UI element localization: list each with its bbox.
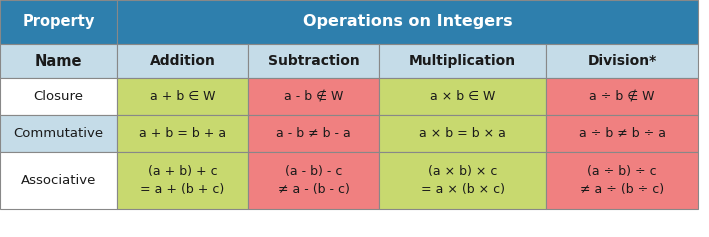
Text: (a × b) × c
= a × (b × c): (a × b) × c = a × (b × c) [420, 165, 505, 196]
Text: a × b = b × a: a × b = b × a [419, 127, 506, 140]
Text: a × b ∈ W: a × b ∈ W [430, 90, 496, 103]
Bar [0, 0, 117, 44]
Text: a - b ∉ W: a - b ∉ W [284, 90, 343, 103]
Bar [546, 44, 698, 78]
Bar [546, 115, 698, 152]
Bar [117, 78, 248, 115]
Bar [0, 44, 117, 78]
Text: a ÷ b ≠ b ÷ a: a ÷ b ≠ b ÷ a [579, 127, 666, 140]
Text: Closure: Closure [33, 90, 84, 103]
Bar [248, 115, 379, 152]
Bar [248, 44, 379, 78]
Text: (a + b) + c
= a + (b + c): (a + b) + c = a + (b + c) [140, 165, 225, 196]
Text: Commutative: Commutative [13, 127, 104, 140]
Text: Operations on Integers: Operations on Integers [303, 14, 513, 29]
Bar [248, 78, 379, 115]
Text: Subtraction: Subtraction [268, 54, 359, 68]
Text: Property: Property [22, 14, 95, 29]
Text: Name: Name [35, 54, 82, 68]
Bar [117, 152, 248, 209]
Text: a - b ≠ b - a: a - b ≠ b - a [277, 127, 351, 140]
Text: (a - b) - c
≠ a - (b - c): (a - b) - c ≠ a - (b - c) [278, 165, 350, 196]
Bar [0, 115, 117, 152]
Bar [546, 152, 698, 209]
Text: a + b ∈ W: a + b ∈ W [150, 90, 216, 103]
Text: Division*: Division* [588, 54, 657, 68]
Bar [379, 78, 546, 115]
Text: Associative: Associative [21, 174, 96, 187]
Text: (a ÷ b) ÷ c
≠ a ÷ (b ÷ c): (a ÷ b) ÷ c ≠ a ÷ (b ÷ c) [580, 165, 664, 196]
Bar [0, 152, 117, 209]
Bar [117, 0, 698, 44]
Text: a ÷ b ∉ W: a ÷ b ∉ W [589, 90, 655, 103]
Bar [546, 78, 698, 115]
Bar [117, 115, 248, 152]
Bar [379, 115, 546, 152]
Bar [379, 152, 546, 209]
Bar [0, 78, 117, 115]
Bar [379, 44, 546, 78]
Bar [117, 44, 248, 78]
Bar [248, 152, 379, 209]
Text: Multiplication: Multiplication [409, 54, 516, 68]
Text: a + b = b + a: a + b = b + a [139, 127, 226, 140]
Text: Addition: Addition [150, 54, 216, 68]
